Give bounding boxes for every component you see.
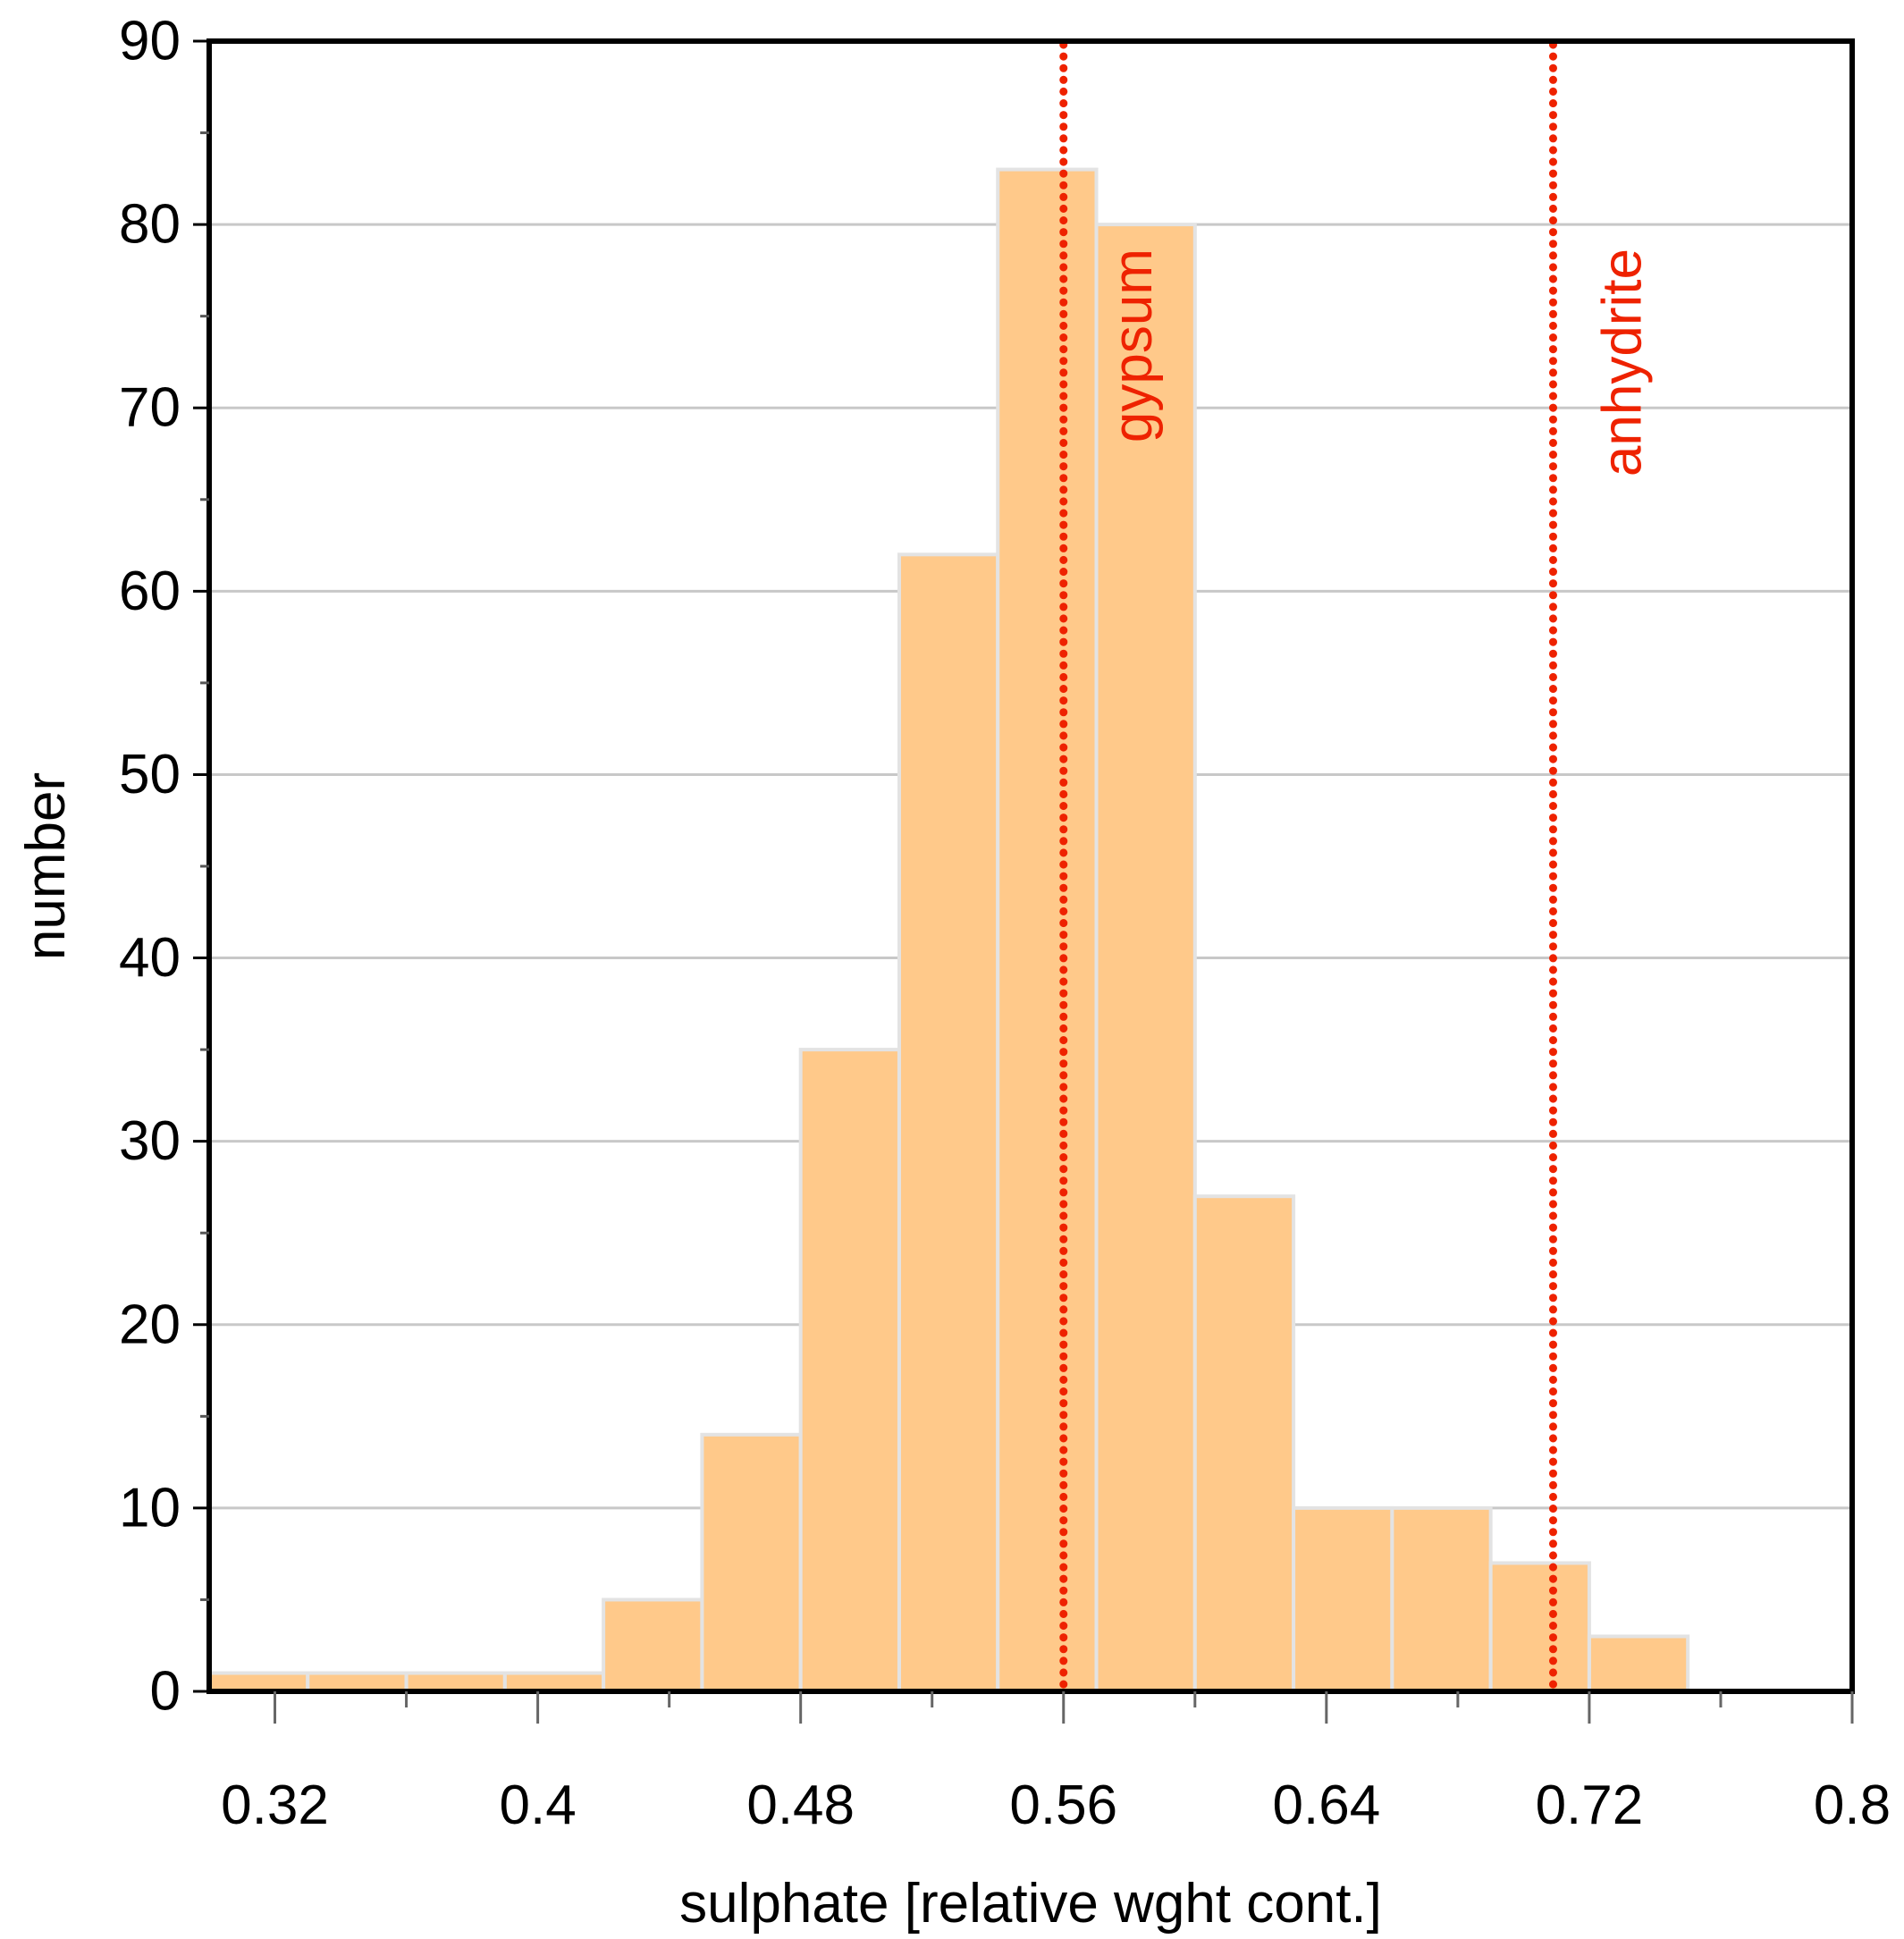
x-axis-title: sulphate [relative wght cont.] [679,1873,1382,1935]
tick-labels-layer: 0 10 20 30 40 50 60 70 80 90 0.32 0.4 0.48 0.56 0.64 0.… [119,11,1891,1837]
x-tick-label-3: 0.56 [1009,1775,1117,1836]
histogram-bar-12 [1390,1505,1493,1694]
x-tick-label-1: 0.4 [499,1775,576,1836]
x-tick-label-6: 0.8 [1814,1775,1891,1836]
x-tick-label-0: 0.32 [221,1775,329,1836]
y-tick-label-0: 0 [150,1661,181,1723]
gypsum-reference-label: gypsum [1102,249,1164,443]
histogram-bar-7 [897,552,1000,1693]
reference-lines-layer: gypsum anhydrite [1059,40,1653,1696]
y-axis-title: number [15,772,77,960]
histogram-bar-0 [207,1671,310,1694]
x-tick-label-2: 0.48 [746,1775,855,1836]
x-tick-label-4: 0.64 [1273,1775,1381,1836]
y-tick-label-6: 60 [119,561,181,622]
y-tick-label-4: 40 [119,927,181,989]
y-tick-label-7: 70 [119,377,181,439]
histogram-bar-4 [602,1598,704,1694]
histogram-bar-1 [306,1671,409,1694]
histogram-bar-6 [798,1048,901,1693]
histogram-bar-9 [1094,223,1197,1694]
histogram-bar-8 [996,167,1099,1694]
histogram-bar-11 [1292,1505,1394,1694]
anhydrite-reference-label: anhydrite [1591,249,1653,476]
y-tick-label-2: 20 [119,1294,181,1355]
y-tick-label-3: 30 [119,1110,181,1172]
y-tick-label-8: 80 [119,194,181,256]
y-tick-label-9: 90 [119,11,181,72]
histogram-bar-3 [502,1671,606,1694]
histogram-bar-10 [1192,1194,1296,1693]
bars-layer [207,167,1690,1694]
y-tick-label-1: 10 [119,1477,181,1539]
histogram-bar-13 [1488,1561,1591,1694]
x-tick-label-5: 0.72 [1536,1775,1644,1836]
histogram-bar-5 [700,1432,803,1694]
ticks-layer [193,39,1854,1724]
histogram-bar-2 [404,1671,507,1694]
histogram-bar-14 [1587,1634,1690,1694]
y-tick-label-5: 50 [119,744,181,805]
